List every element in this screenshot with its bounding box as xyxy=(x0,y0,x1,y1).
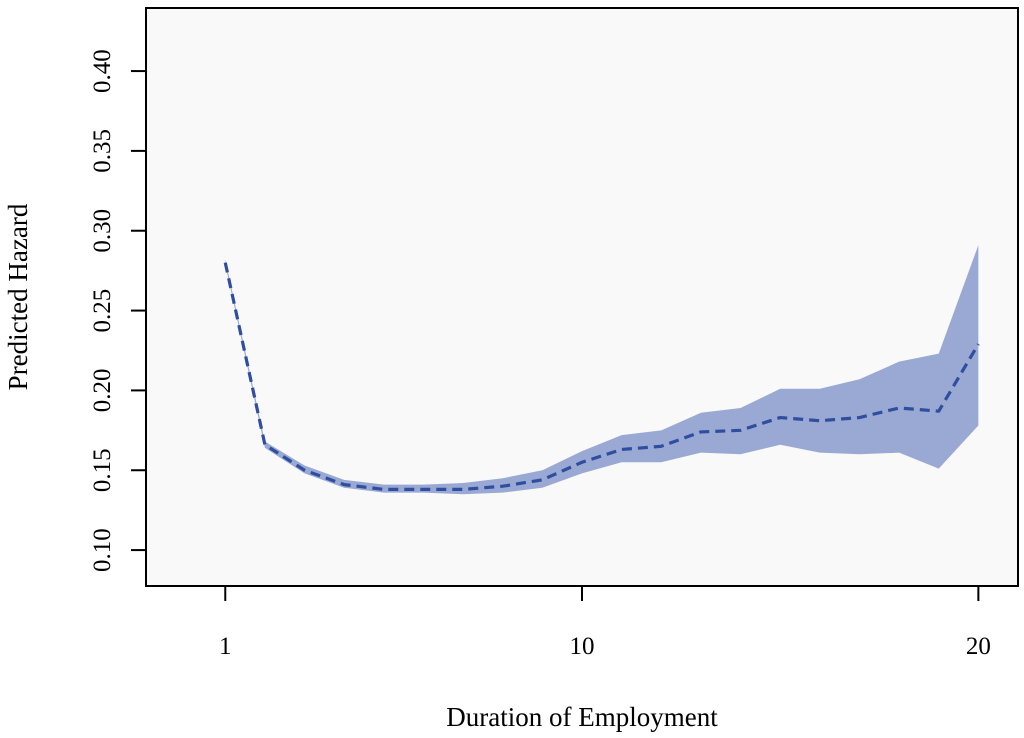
y-tick-label: 0.35 xyxy=(89,129,116,173)
x-tick-label: 1 xyxy=(219,633,232,660)
y-axis: 0.10 0.15 0.20 0.25 0.30 0.35 0.40 xyxy=(89,49,147,572)
x-axis-title: Duration of Employment xyxy=(446,702,718,732)
y-tick-label: 0.40 xyxy=(89,49,116,93)
y-tick-label: 0.15 xyxy=(89,448,116,492)
confidence-band xyxy=(225,245,979,495)
y-tick-label: 0.30 xyxy=(89,209,116,253)
x-tick-label: 10 xyxy=(570,633,595,660)
confidence-band-layer xyxy=(225,245,979,495)
y-tick-label: 0.10 xyxy=(89,528,116,572)
x-tick-label: 20 xyxy=(966,633,991,660)
plot-background xyxy=(146,8,1018,586)
y-tick-label: 0.20 xyxy=(89,369,116,413)
y-tick-label: 0.25 xyxy=(89,289,116,333)
y-axis-title: Predicted Hazard xyxy=(3,203,33,390)
x-axis: 1 10 20 xyxy=(219,585,991,660)
